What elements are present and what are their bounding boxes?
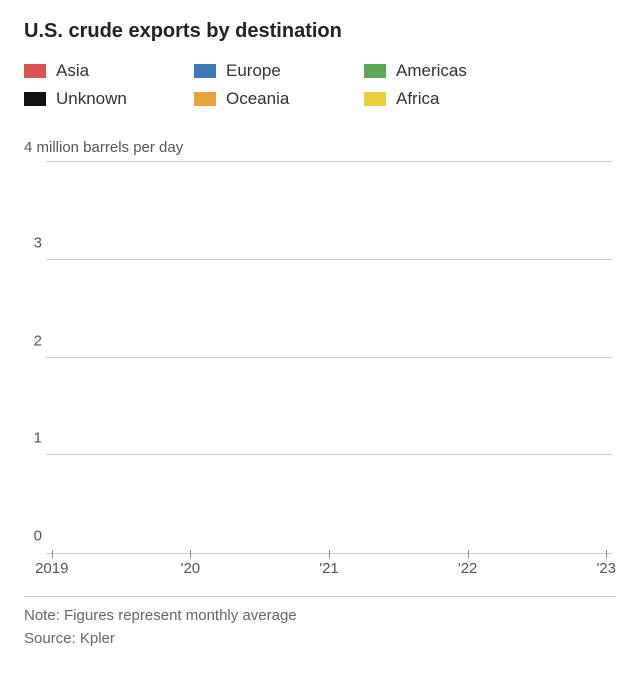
legend-label: Asia [56, 61, 89, 81]
legend-item: Americas [364, 61, 534, 81]
x-tick-mark [190, 550, 191, 558]
gridline [46, 357, 612, 358]
x-tick-mark [468, 550, 469, 558]
legend-item: Africa [364, 89, 534, 109]
y-tick-label: 0 [24, 528, 42, 545]
legend-swatch [24, 92, 46, 106]
chart-source: Source: Kpler [24, 630, 616, 647]
legend: Asia Europe Americas Unknown Oceania Africa [24, 61, 616, 117]
y-tick-label: 1 [24, 430, 42, 447]
chart-footer: Note: Figures represent monthly average … [24, 596, 616, 647]
x-tick-label: '22 [458, 560, 478, 577]
x-tick-label: '23 [596, 560, 616, 577]
x-tick-label: '20 [181, 560, 201, 577]
gridline [46, 161, 612, 162]
x-tick-label: '21 [319, 560, 339, 577]
bars-container [46, 162, 612, 553]
legend-item: Asia [24, 61, 194, 81]
legend-label: Americas [396, 61, 467, 81]
chart-title: U.S. crude exports by destination [24, 20, 616, 43]
legend-item: Unknown [24, 89, 194, 109]
legend-swatch [364, 64, 386, 78]
legend-swatch [24, 64, 46, 78]
legend-label: Africa [396, 89, 439, 109]
x-tick-label: 2019 [35, 560, 68, 577]
legend-item: Europe [194, 61, 364, 81]
plot-area: 0123 [46, 162, 612, 554]
y-tick-label: 2 [24, 332, 42, 349]
x-tick-mark [606, 550, 607, 558]
x-tick-mark [329, 550, 330, 558]
legend-label: Oceania [226, 89, 289, 109]
legend-swatch [364, 92, 386, 106]
legend-label: Europe [226, 61, 281, 81]
x-tick-mark [52, 550, 53, 558]
y-axis-label: 4 million barrels per day [24, 139, 616, 156]
y-tick-label: 3 [24, 234, 42, 251]
legend-swatch [194, 92, 216, 106]
chart-note: Note: Figures represent monthly average [24, 607, 616, 624]
legend-swatch [194, 64, 216, 78]
chart: 0123 2019'20'21'22'23 [24, 162, 616, 582]
gridline [46, 259, 612, 260]
x-axis: 2019'20'21'22'23 [46, 558, 612, 582]
legend-item: Oceania [194, 89, 364, 109]
legend-label: Unknown [56, 89, 127, 109]
gridline [46, 454, 612, 455]
